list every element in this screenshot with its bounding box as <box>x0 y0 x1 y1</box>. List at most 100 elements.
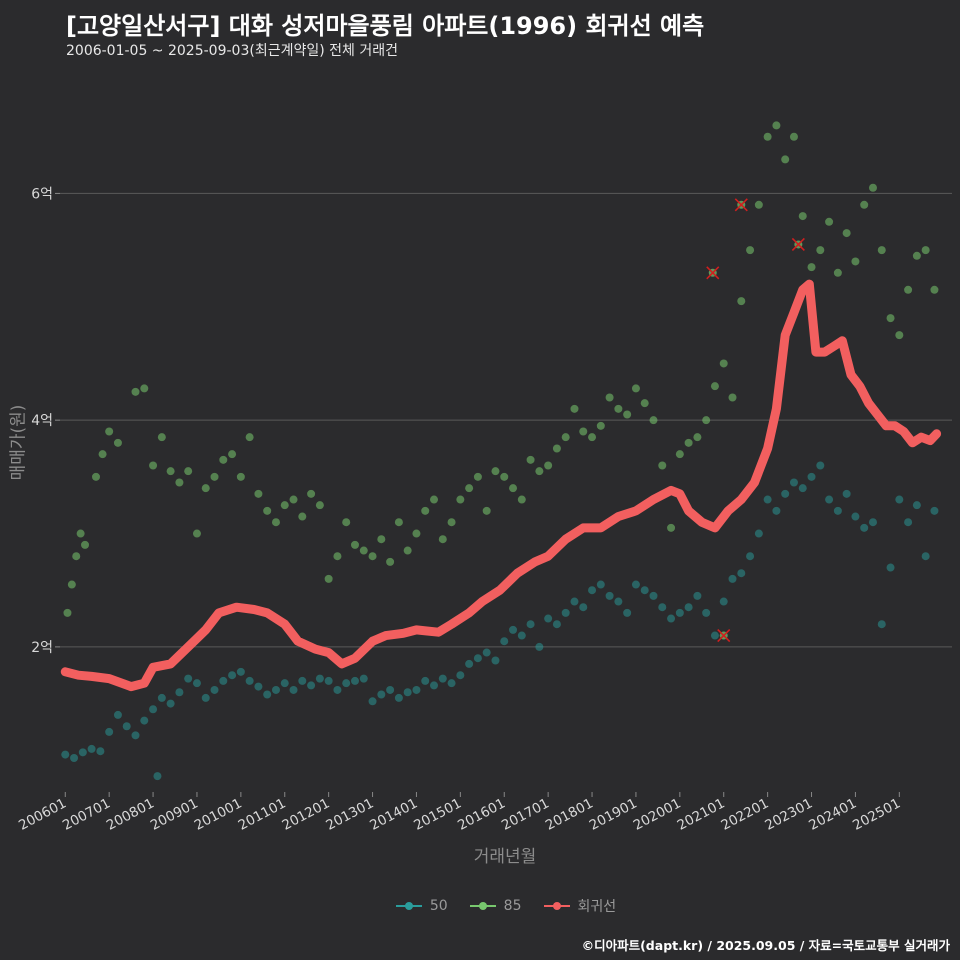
series-85-point <box>377 535 386 544</box>
series-50-point <box>614 597 623 606</box>
series-50-point <box>552 620 561 629</box>
series-85-point <box>754 200 763 209</box>
x-tick-label: 202101 <box>675 795 728 833</box>
x-tick-label: 201901 <box>587 795 640 833</box>
series-50-point <box>87 744 96 753</box>
series-50-point <box>500 637 509 646</box>
series-85-point <box>702 416 711 425</box>
series-85-point <box>816 246 825 255</box>
series-85-point <box>412 529 421 538</box>
series-85-point <box>430 495 439 504</box>
series-85-point <box>772 121 781 130</box>
x-tick-label: 201701 <box>499 795 552 833</box>
series-50-point <box>570 597 579 606</box>
series-85-point <box>175 478 184 487</box>
series-50-point <box>491 656 500 665</box>
series-50-point <box>912 501 921 510</box>
legend-label-regression: 회귀선 <box>577 899 617 915</box>
series-50-point <box>667 614 676 623</box>
x-tick-label: 201501 <box>411 795 464 833</box>
series-85-point <box>921 246 930 255</box>
series-85-point <box>842 229 851 238</box>
series-85-point <box>886 314 895 323</box>
series-85-point <box>851 257 860 266</box>
series-85-point <box>236 472 245 481</box>
series-85-point <box>807 263 816 272</box>
series-50-point <box>153 772 162 781</box>
series-85-point <box>614 404 623 413</box>
series-50-point <box>842 489 851 498</box>
series-50-point <box>245 676 254 685</box>
series-50-point <box>895 495 904 504</box>
legend-item-85: 85 <box>468 896 522 916</box>
series-85-point <box>157 433 166 442</box>
series-50-point <box>105 727 114 736</box>
series-85-point <box>895 331 904 340</box>
series-85-point <box>526 455 535 464</box>
series-85-point <box>254 489 263 498</box>
series-50-point <box>307 681 316 690</box>
series-50-point <box>140 716 149 725</box>
series-50-point <box>860 523 869 532</box>
series-85-point <box>245 433 254 442</box>
series-50-point <box>579 603 588 612</box>
series-85-point <box>403 546 412 555</box>
series-50-point <box>228 671 237 680</box>
series-85-point <box>201 484 210 493</box>
series-85-point <box>324 574 333 583</box>
series-50-point <box>930 506 939 515</box>
series-85-point <box>798 212 807 221</box>
outlier-marker <box>717 628 731 643</box>
series-50-point <box>719 597 728 606</box>
legend: 50 85 회귀선 <box>0 896 960 916</box>
series-50-point <box>772 506 781 515</box>
chart-title: [고양일산서구] 대화 성저마을풍림 아파트(1996) 회귀선 예측 <box>66 12 705 40</box>
x-tick-label: 201001 <box>192 795 245 833</box>
series-85-point <box>509 484 518 493</box>
series-85-point <box>746 246 755 255</box>
series-50-point <box>192 679 201 688</box>
series-85-point <box>228 450 237 459</box>
series-50-point <box>324 676 333 685</box>
series-85-point <box>570 404 579 413</box>
chart-subtitle: 2006-01-05 ~ 2025-09-03(최근계약일) 전체 거래건 <box>66 43 398 59</box>
series-85-point <box>289 495 298 504</box>
series-50-point <box>210 685 219 694</box>
series-50-point <box>798 484 807 493</box>
outlier-marker <box>706 266 720 280</box>
series-50-point <box>833 506 842 515</box>
series-50-point <box>96 747 105 756</box>
x-tick-label: 200901 <box>148 795 201 833</box>
legend-label-50: 50 <box>429 898 448 914</box>
series-50-point <box>289 685 298 694</box>
outlier-markers <box>706 198 805 643</box>
series-85-point <box>684 438 693 447</box>
series-50-point <box>350 676 359 685</box>
series-85-point <box>465 484 474 493</box>
y-axis-label: 매매가(원) <box>8 404 29 481</box>
x-tick-label: 201601 <box>455 795 508 833</box>
series-50-point <box>333 685 342 694</box>
series-85-point <box>166 467 175 476</box>
series-50-point <box>201 693 210 702</box>
series-85-point <box>552 444 561 453</box>
series-50-point <box>438 674 447 683</box>
series-50-point <box>412 685 421 694</box>
x-tick-label: 200801 <box>104 795 157 833</box>
series-50-point <box>640 586 649 595</box>
x-axis-label: 거래년월 <box>473 847 537 867</box>
series-50-point <box>728 574 737 583</box>
series-50-point <box>447 679 456 688</box>
legend-key-85 <box>468 898 498 914</box>
series-50-point <box>754 529 763 538</box>
legend-item-regression: 회귀선 <box>542 896 617 916</box>
series-50-point <box>131 731 140 740</box>
series-50-point <box>535 642 544 651</box>
series-85-point <box>667 523 676 532</box>
x-tick-label: 202401 <box>806 795 859 833</box>
series-85-point <box>184 467 193 476</box>
series-50-point <box>605 591 614 600</box>
series-50-point <box>921 552 930 561</box>
series-85-point <box>91 472 100 481</box>
series-50-point <box>544 614 553 623</box>
